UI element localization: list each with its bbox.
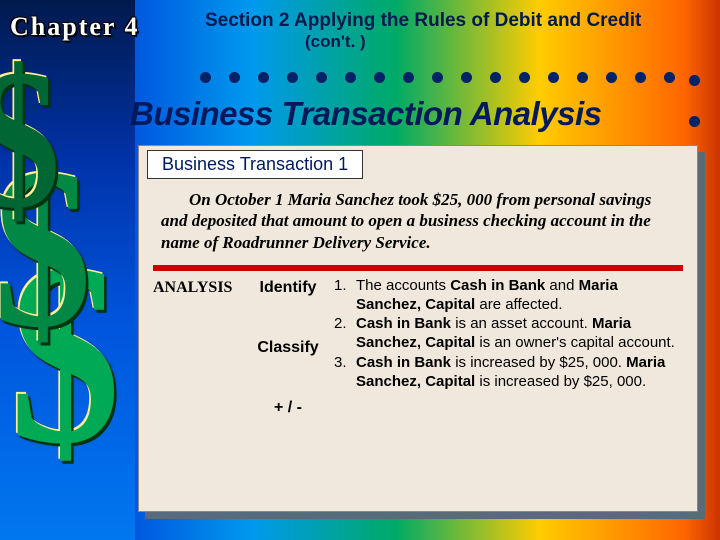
- analysis-item-3: 3. Cash in Bank is increased by $25, 000…: [334, 354, 683, 392]
- dot-icon: [606, 72, 617, 83]
- item-number: 2.: [334, 315, 356, 353]
- item-number: 3.: [334, 354, 356, 392]
- dot-icon: [664, 72, 675, 83]
- item-text: Cash in Bank is an asset account. Maria …: [356, 315, 683, 353]
- dot-icon: [689, 116, 700, 127]
- dot-icon: [374, 72, 385, 83]
- divider-bar: [153, 265, 683, 271]
- scenario-text: On October 1 Maria Sanchez took $25, 000…: [139, 179, 697, 261]
- banner-title: Business Transaction Analysis: [130, 95, 602, 133]
- item-number: 1.: [334, 277, 356, 315]
- decorative-dots-row: [200, 72, 675, 83]
- item-text: Cash in Bank is increased by $25, 000. M…: [356, 354, 683, 392]
- dot-icon: [316, 72, 327, 83]
- step-plusminus: + / -: [248, 399, 328, 417]
- section-title: Section 2 Applying the Rules of Debit an…: [205, 10, 715, 32]
- dot-icon: [200, 72, 211, 83]
- dot-icon: [635, 72, 646, 83]
- analysis-text-column: 1. The accounts Cash in Bank and Maria S…: [328, 277, 683, 417]
- dot-icon: [229, 72, 240, 83]
- dot-icon: [519, 72, 530, 83]
- dot-icon: [345, 72, 356, 83]
- dot-icon: [403, 72, 414, 83]
- dot-icon: [490, 72, 501, 83]
- left-gradient-bar: [0, 0, 135, 540]
- dot-icon: [689, 75, 700, 86]
- steps-column: Identify Classify + / -: [248, 277, 328, 417]
- step-classify: Classify: [248, 339, 328, 357]
- analysis-item-1: 1. The accounts Cash in Bank and Maria S…: [334, 277, 683, 315]
- item-text: The accounts Cash in Bank and Maria Sanc…: [356, 277, 683, 315]
- chapter-title: Chapter 4: [10, 12, 190, 42]
- dot-icon: [461, 72, 472, 83]
- transaction-header: Business Transaction 1: [147, 150, 363, 179]
- dot-icon: [577, 72, 588, 83]
- analysis-label: ANALYSIS: [153, 277, 248, 417]
- content-panel: Business Transaction 1 On October 1 Mari…: [138, 145, 698, 512]
- analysis-item-2: 2. Cash in Bank is an asset account. Mar…: [334, 315, 683, 353]
- analysis-table: ANALYSIS Identify Classify + / - 1. The …: [139, 277, 697, 417]
- dot-icon: [548, 72, 559, 83]
- section-continued: (con't. ): [305, 32, 366, 52]
- dot-icon: [432, 72, 443, 83]
- dot-icon: [258, 72, 269, 83]
- step-identify: Identify: [248, 279, 328, 297]
- slide-root: Chapter 4 Section 2 Applying the Rules o…: [0, 0, 720, 540]
- dot-icon: [287, 72, 298, 83]
